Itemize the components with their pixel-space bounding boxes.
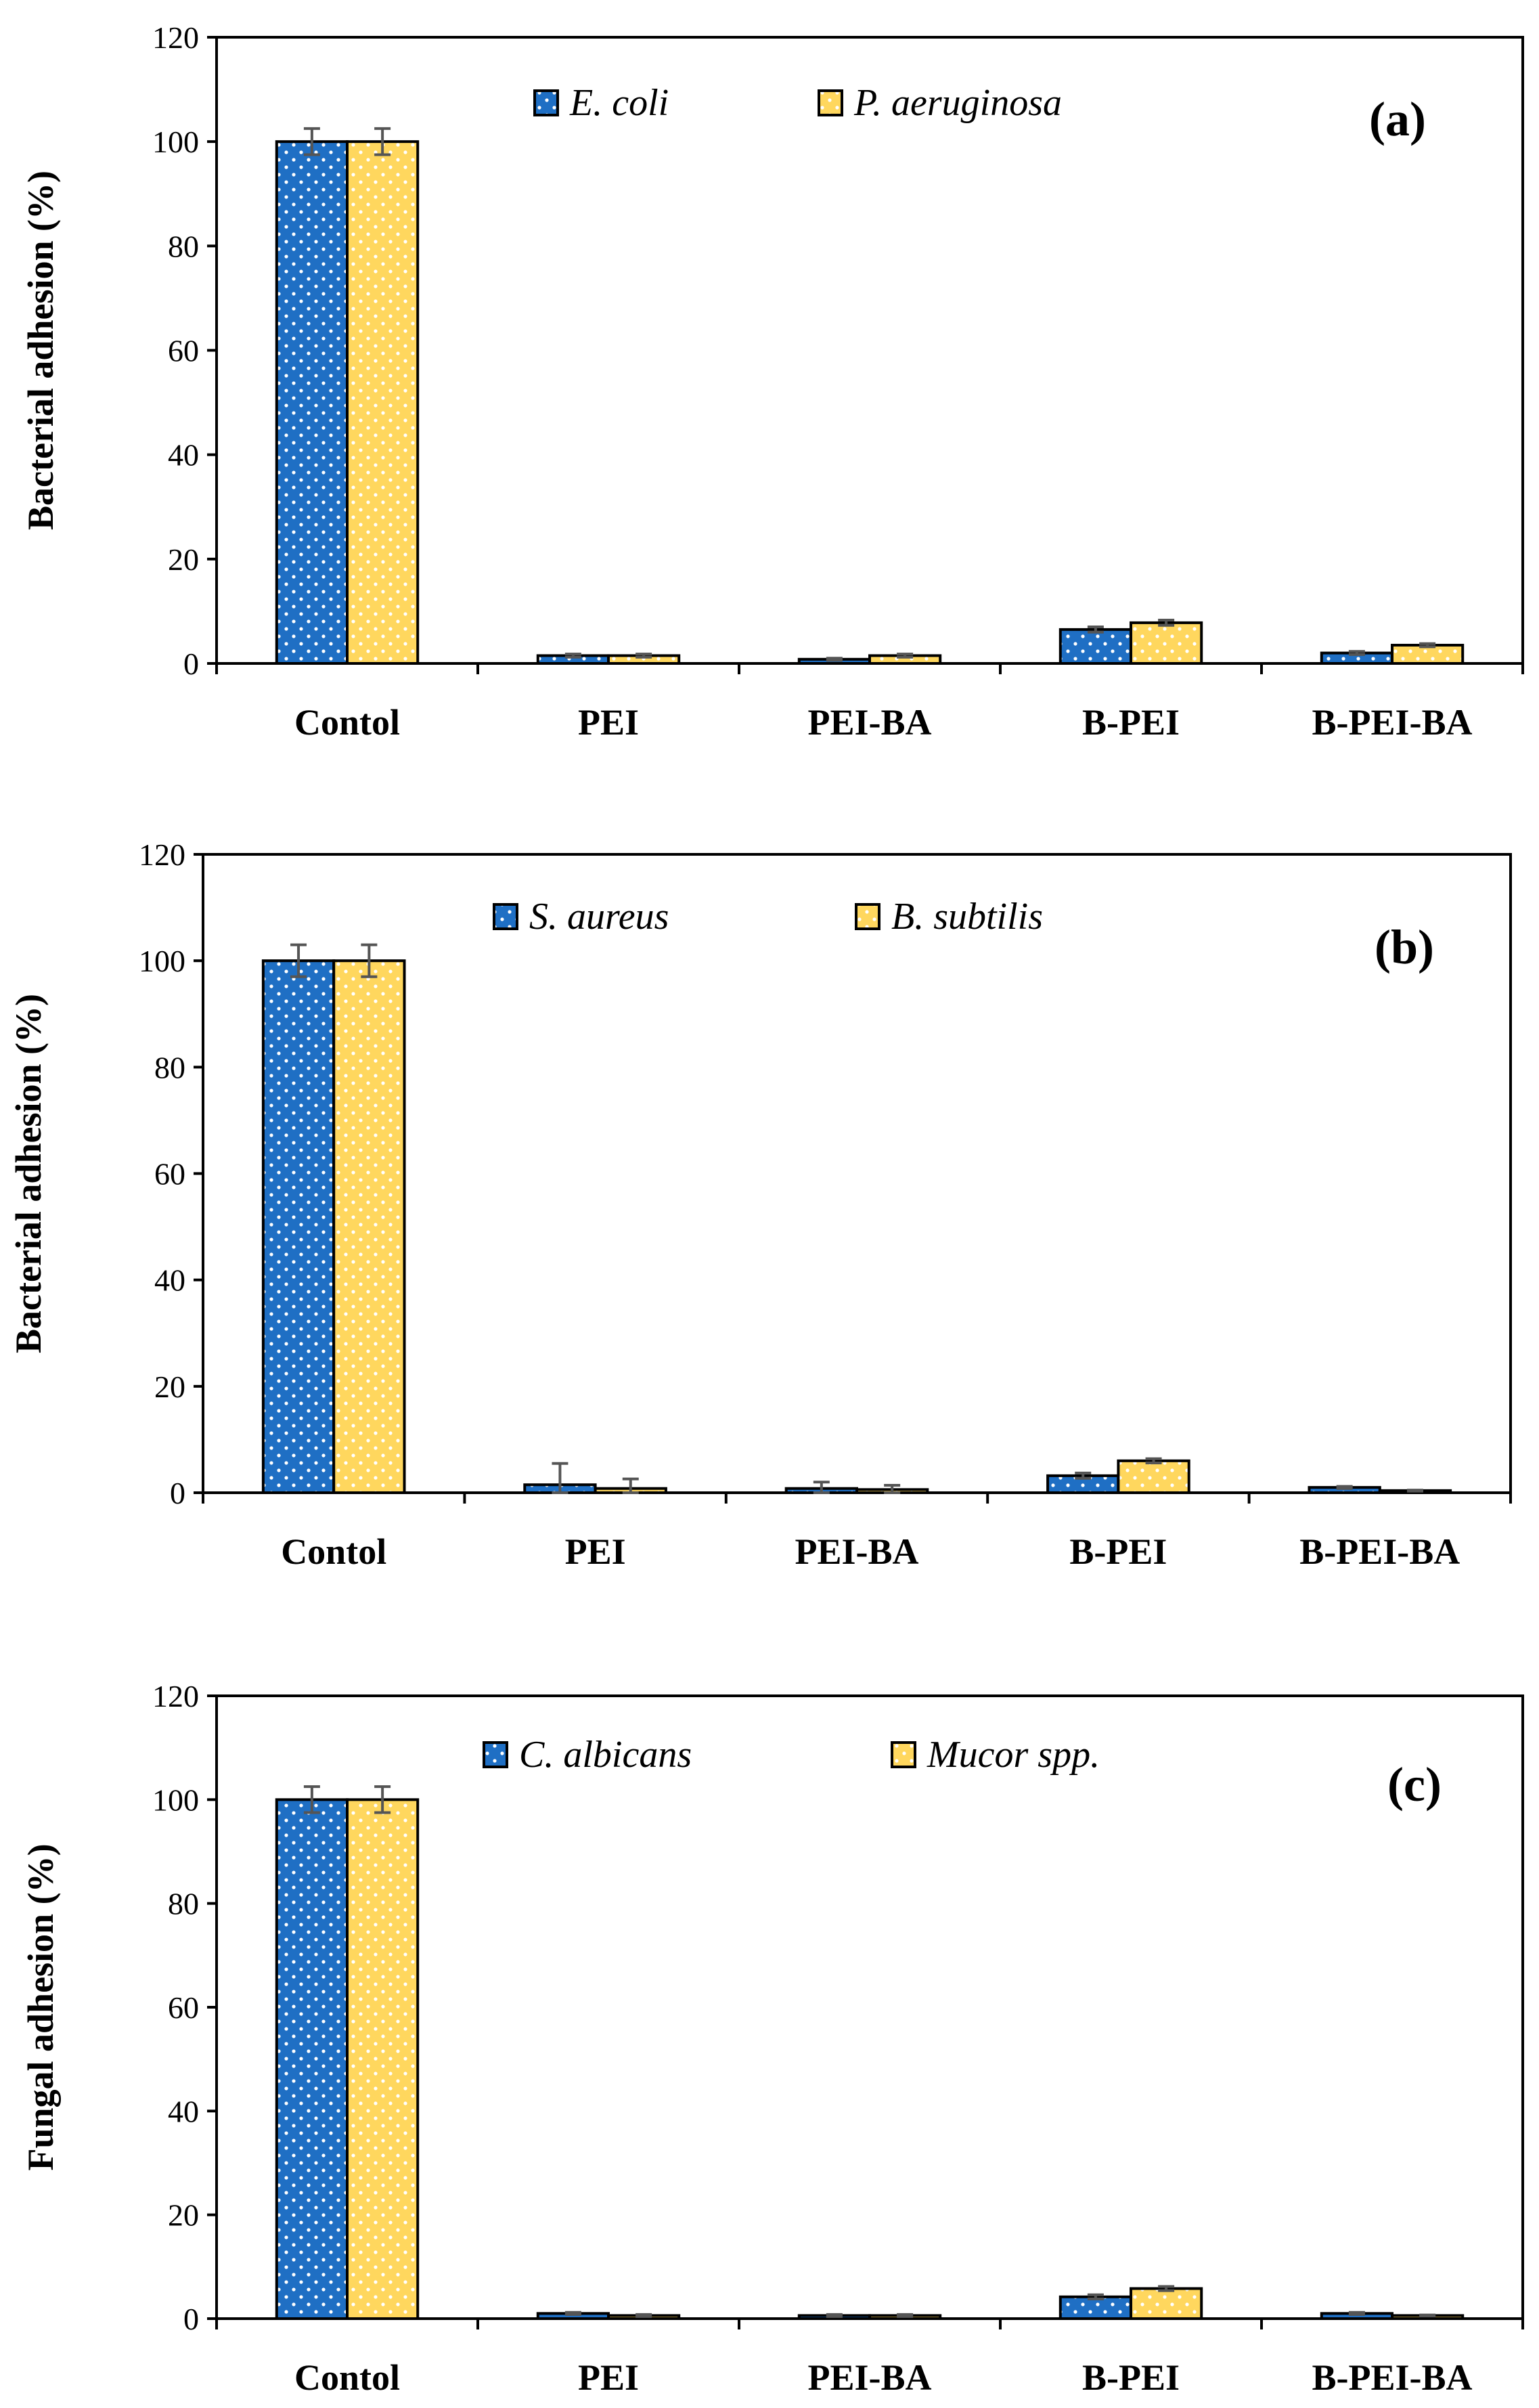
bar-series1 — [275, 1798, 349, 2320]
legend-label-series1: S. aureus — [529, 896, 669, 938]
y-tick-label: 100 — [139, 944, 185, 978]
legend-swatch-series1 — [483, 1741, 508, 1768]
category-label: Contol — [294, 702, 400, 743]
y-tick-label: 80 — [168, 229, 199, 263]
bar-series2 — [1391, 644, 1465, 665]
legend-swatch-series1 — [493, 903, 518, 930]
y-axis-title: Fungal adhesion (%) — [20, 1843, 61, 2170]
legend-swatch-series2 — [891, 1741, 916, 1768]
y-tick-label: 40 — [154, 1263, 185, 1298]
bar-series1 — [275, 140, 349, 665]
category-label: PEI — [578, 702, 639, 743]
category-label: B-PEI — [1082, 2357, 1180, 2398]
category-label: B-PEI-BA — [1312, 702, 1472, 743]
y-tick-label: 0 — [170, 1476, 185, 1510]
y-tick-label: 40 — [168, 2094, 199, 2128]
y-tick-label: 120 — [152, 1679, 199, 1713]
panel-label: (a) — [1369, 92, 1426, 146]
legend-label-series2: B. subtilis — [891, 896, 1043, 938]
bar-series2 — [1130, 2287, 1203, 2321]
bar-series1 — [1058, 628, 1133, 665]
panel-label: (b) — [1375, 920, 1434, 974]
legend-label-series1: E. coli — [569, 82, 669, 124]
y-tick-label: 120 — [152, 20, 199, 55]
y-tick-label: 20 — [168, 542, 199, 577]
category-label: PEI-BA — [807, 702, 931, 743]
y-tick-label: 20 — [154, 1370, 185, 1404]
y-tick-label: 40 — [168, 438, 199, 473]
legend-swatch-series1 — [533, 89, 559, 116]
category-label: B-PEI — [1082, 702, 1180, 743]
y-tick-label: 80 — [154, 1050, 185, 1085]
category-label: Contol — [294, 2357, 400, 2398]
legend-swatch-series2 — [855, 903, 880, 930]
bar-series2 — [346, 1798, 420, 2320]
category-label: PEI — [565, 1531, 626, 1572]
bar-series2 — [332, 959, 406, 1494]
y-tick-label: 100 — [152, 1782, 199, 1817]
legend-label-series2: P. aeruginosa — [853, 82, 1062, 124]
category-label: PEI — [578, 2357, 639, 2398]
category-label: B-PEI — [1069, 1531, 1167, 1572]
chart-panel-b: 0 20 40 60 80 100 120 Bacterial adhesion (%) Con… — [8, 837, 1512, 1572]
chart-panels: 0 20 40 60 80 100 120 Bacterial adhesion (%) Con… — [8, 20, 1524, 2398]
panel-label: (c) — [1387, 1757, 1442, 1812]
y-axis-title: Bacterial adhesion (%) — [8, 994, 49, 1353]
y-tick-label: 60 — [154, 1157, 185, 1191]
bar-series2 — [1130, 621, 1203, 665]
y-tick-label: 100 — [152, 125, 199, 159]
bar-series2 — [346, 140, 420, 665]
y-tick-label: 80 — [168, 1887, 199, 1921]
legend-label-series1: C. albicans — [519, 1734, 692, 1776]
category-label: PEI-BA — [807, 2357, 931, 2398]
legend-swatch-series2 — [818, 89, 843, 116]
y-tick-label: 60 — [168, 334, 199, 368]
y-tick-label: 120 — [139, 837, 185, 872]
y-tick-label: 0 — [183, 2302, 199, 2336]
legend-label-series2: Mucor spp. — [927, 1734, 1100, 1776]
category-label: B-PEI-BA — [1299, 1531, 1460, 1572]
y-tick-label: 60 — [168, 1990, 199, 2025]
chart-panel-c: 0 20 40 60 80 100 120 Fungal adhesion (%) Contol… — [20, 1679, 1524, 2398]
bar-series2 — [1117, 1459, 1190, 1495]
y-tick-label: 20 — [168, 2198, 199, 2233]
y-axis-title: Bacterial adhesion (%) — [20, 171, 61, 530]
chart-panel-a: 0 20 40 60 80 100 120 Bacterial adhesion (%) Con… — [20, 20, 1524, 743]
category-label: PEI-BA — [795, 1531, 918, 1572]
category-label: Contol — [281, 1531, 386, 1572]
y-tick-label: 0 — [183, 647, 199, 681]
bar-series1 — [261, 959, 336, 1494]
category-label: B-PEI-BA — [1312, 2357, 1472, 2398]
